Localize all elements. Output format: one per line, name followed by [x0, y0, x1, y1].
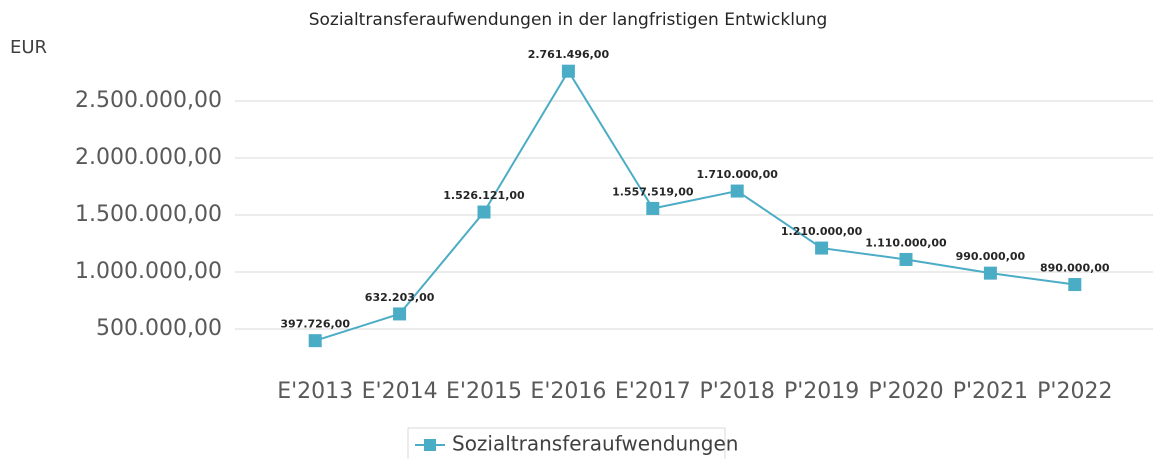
data-label: 397.726,00 [280, 318, 350, 331]
x-tick-label: E'2017 [615, 379, 691, 404]
marker [477, 205, 491, 219]
marker [646, 201, 660, 215]
marker [393, 307, 407, 321]
y-axis-label: EUR [10, 37, 47, 58]
data-label: 1.110.000,00 [865, 236, 947, 249]
marker [899, 252, 913, 266]
x-tick-label: E'2014 [362, 379, 438, 404]
legend-marker [424, 439, 436, 451]
legend: Sozialtransferaufwendungen [407, 427, 738, 459]
y-tick-label: 500.000,00 [96, 316, 222, 341]
data-label: 1.710.000,00 [696, 168, 778, 181]
data-label: 990.000,00 [956, 250, 1026, 263]
x-tick-label: P'2022 [1037, 379, 1112, 404]
marker [983, 266, 997, 280]
marker [1068, 278, 1082, 292]
y-tick-label: 1.500.000,00 [75, 202, 222, 227]
x-tick-label: E'2016 [530, 379, 606, 404]
marker [730, 184, 744, 198]
marker [308, 334, 322, 348]
data-label: 1.210.000,00 [781, 225, 863, 238]
data-label: 890.000,00 [1040, 262, 1110, 275]
series-line [314, 69, 1075, 342]
chart-title: Sozialtransferaufwendungen in der langfr… [309, 10, 828, 30]
legend-box [407, 427, 726, 459]
marker [815, 241, 829, 255]
x-tick-label: P'2019 [784, 379, 859, 404]
y-tick-label: 2.500.000,00 [75, 88, 222, 113]
y-tick-label: 1.000.000,00 [75, 259, 222, 284]
x-tick-label: E'2013 [277, 379, 353, 404]
x-tick-label: P'2018 [700, 379, 775, 404]
y-tick-label: 2.000.000,00 [75, 145, 222, 170]
data-label: 2.761.496,00 [528, 48, 610, 61]
x-tick-label: E'2015 [446, 379, 522, 404]
legend-label: Sozialtransferaufwendungen [452, 432, 738, 456]
data-label: 1.557.519,00 [612, 185, 694, 198]
marker [561, 64, 575, 78]
data-label: 1.526.121,00 [443, 189, 525, 202]
x-tick-label: P'2020 [868, 379, 943, 404]
data-label: 632.203,00 [365, 291, 435, 304]
x-tick-label: P'2021 [953, 379, 1028, 404]
